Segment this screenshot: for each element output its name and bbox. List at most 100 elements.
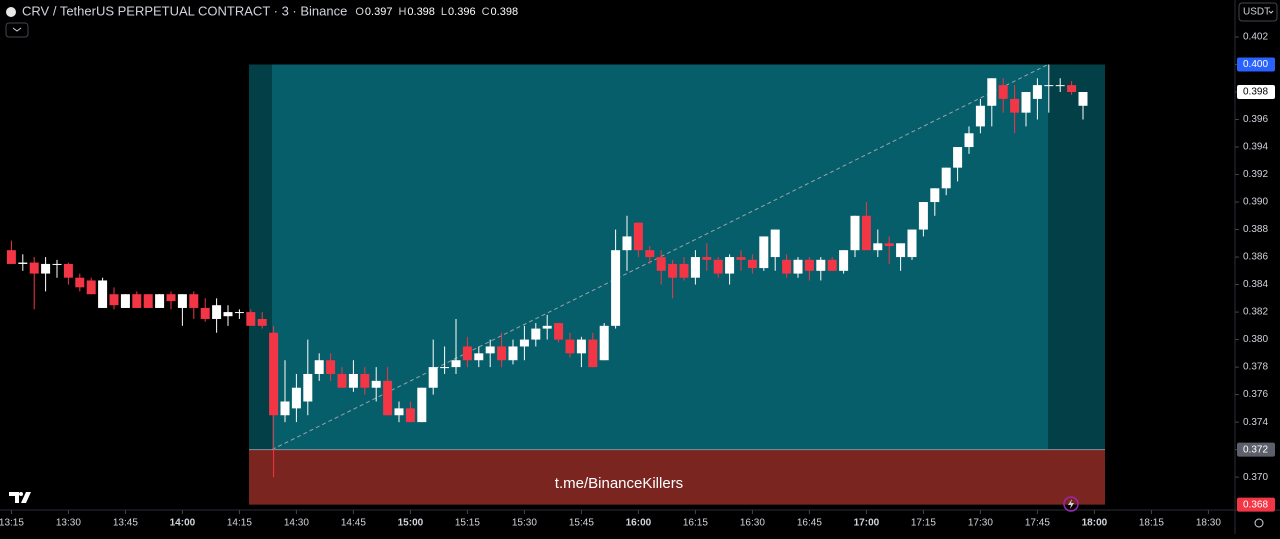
ohlc-key: H <box>398 6 406 18</box>
gear[interactable] <box>1254 518 1264 528</box>
candle-body <box>177 294 187 308</box>
candle-body <box>1032 85 1042 99</box>
price-badge-label: 0.368 <box>1243 499 1268 510</box>
candle-body <box>18 262 28 264</box>
candle-body <box>702 257 712 260</box>
candle-body <box>531 328 541 340</box>
candle-body <box>804 259 814 271</box>
candle-body <box>52 263 62 265</box>
icon-ring[interactable] <box>1063 496 1079 512</box>
ohlc-value: 0.398 <box>407 6 435 18</box>
candle-body <box>873 243 883 251</box>
candle-body <box>234 312 244 314</box>
candle-body <box>451 360 461 368</box>
candle-body <box>417 387 427 423</box>
x-tick-label: 16:45 <box>797 518 822 529</box>
candle-body <box>759 236 769 269</box>
trend-line <box>271 64 1049 451</box>
x-tick-label: 13:30 <box>56 518 81 529</box>
candle-body <box>212 305 222 319</box>
candle-body <box>998 85 1008 99</box>
candle-body <box>611 250 621 326</box>
candle-body <box>326 360 336 374</box>
y-tick-label: 0.380 <box>1243 334 1268 345</box>
stop-zone <box>249 449 1105 505</box>
candle-body <box>918 202 928 230</box>
x-tick-label: 16:00 <box>626 518 652 529</box>
y-tick-label: 0.378 <box>1243 362 1268 373</box>
currency-box[interactable] <box>1238 2 1278 22</box>
candle-body <box>337 373 347 388</box>
x-tick-label: 14:00 <box>170 518 196 529</box>
price-badge <box>1237 497 1275 512</box>
x-tick-label: 17:15 <box>911 518 936 529</box>
ohlc-key: L <box>441 6 447 18</box>
candle-body <box>668 263 678 278</box>
candle-body <box>360 373 370 388</box>
price-badge-label: 0.398 <box>1243 87 1268 98</box>
currency-label: USDT <box>1243 7 1270 18</box>
candle-body <box>75 277 85 288</box>
candle-body <box>98 280 108 308</box>
toggle-box[interactable] <box>5 22 29 38</box>
x-tick-label: 17:00 <box>854 518 880 529</box>
candle-body <box>462 346 472 361</box>
candle-body <box>736 257 746 260</box>
candle-body <box>63 263 73 278</box>
price-badge <box>1237 442 1275 457</box>
candle-body <box>155 294 165 308</box>
candle-body <box>497 346 507 361</box>
candle-body <box>257 318 267 326</box>
candle-body <box>291 387 301 409</box>
candle-body <box>1067 85 1077 93</box>
candle-body <box>987 78 997 106</box>
candle-body <box>1021 92 1031 113</box>
ohlc-key: O <box>355 6 364 18</box>
watermark: t.me/BinanceKillers <box>555 475 683 492</box>
candle-body <box>964 133 974 148</box>
candle-body <box>223 312 233 317</box>
legend-toggle[interactable] <box>5 22 29 38</box>
candle-body <box>747 259 757 269</box>
x-tick-label: 15:45 <box>569 518 594 529</box>
ohlc-value: 0.397 <box>365 6 393 18</box>
candle-body <box>679 263 689 278</box>
candle-body <box>645 250 655 258</box>
x-tick-label: 16:15 <box>683 518 708 529</box>
candle-body <box>941 167 951 189</box>
candle-body <box>839 250 849 271</box>
lightning-icon[interactable] <box>1063 496 1079 512</box>
symbol-icon <box>6 7 16 17</box>
symbol-title: CRV / TetherUS PERPETUAL CONTRACT · 3 · … <box>22 3 347 18</box>
x-tick-label: 14:45 <box>341 518 366 529</box>
candle-body <box>29 262 39 274</box>
candle-body <box>1010 98 1020 113</box>
x-tick-label: 16:30 <box>740 518 765 529</box>
x-tick-label: 18:15 <box>1139 518 1164 529</box>
logo-dot <box>19 492 23 496</box>
candle-body <box>246 312 256 326</box>
candle-body <box>576 339 586 354</box>
currency-button[interactable]: USDT <box>1238 2 1278 22</box>
price-badge-label: 0.400 <box>1243 59 1268 70</box>
icon-bolt <box>1068 499 1074 509</box>
y-tick-label: 0.382 <box>1243 307 1268 318</box>
candle-body <box>690 257 700 278</box>
candle-body <box>896 243 906 258</box>
candle-body <box>1055 85 1065 87</box>
settings-icon[interactable] <box>1254 518 1264 528</box>
y-tick-label: 0.386 <box>1243 252 1268 263</box>
x-tick-label: 13:15 <box>0 518 24 529</box>
x-tick-label: 17:45 <box>1025 518 1050 529</box>
candle-body <box>599 325 609 361</box>
candle-body <box>930 188 940 203</box>
legend: CRV / TetherUS PERPETUAL CONTRACT · 3 · … <box>6 3 347 18</box>
candle-body <box>383 380 393 416</box>
candle-body <box>428 367 438 388</box>
candle-body <box>394 408 404 416</box>
candle-body <box>782 259 792 274</box>
price-badge <box>1237 85 1275 100</box>
candle-body <box>633 222 643 251</box>
y-tick-label: 0.374 <box>1243 417 1268 428</box>
